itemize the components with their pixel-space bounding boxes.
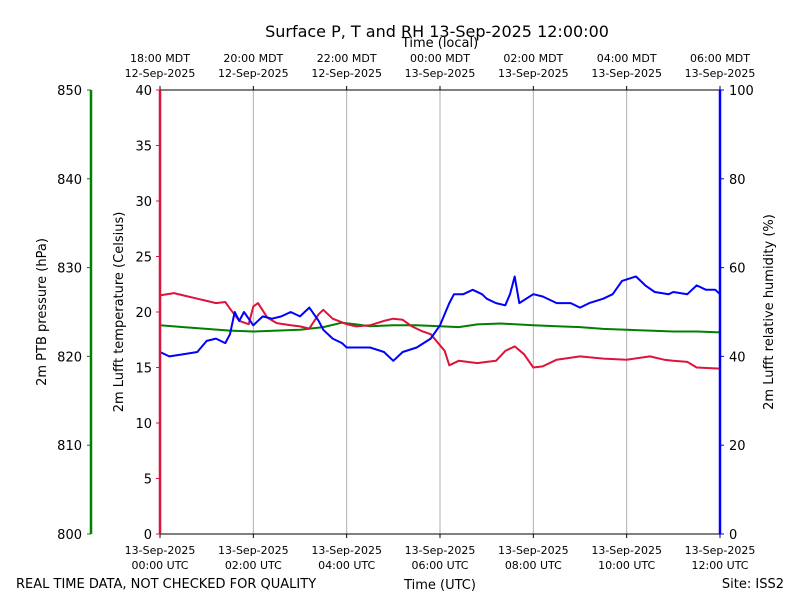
bottom-tick-label: 13-Sep-2025 <box>405 544 476 557</box>
humidity-tick-label: 40 <box>729 350 746 365</box>
pressure-tick-label: 840 <box>57 173 82 188</box>
series-layer <box>159 275 721 370</box>
temperature-tick-label: 15 <box>135 362 152 377</box>
temperature-tick-label: 10 <box>135 417 152 432</box>
pressure-series-line <box>159 321 721 334</box>
top-tick-label: 13-Sep-2025 <box>685 67 756 80</box>
top-tick-label: 18:00 MDT <box>130 52 190 65</box>
humidity-axis-label: 2m Lufft relative humidity (%) <box>762 214 777 410</box>
pressure-tick-label: 810 <box>57 439 82 454</box>
site-label: Site: ISS2 <box>722 577 784 592</box>
bottom-tick-label: 08:00 UTC <box>505 559 562 572</box>
bottom-axis-label: Time (UTC) <box>403 578 476 593</box>
top-tick-label: 12-Sep-2025 <box>311 67 382 80</box>
top-tick-label: 12-Sep-2025 <box>218 67 289 80</box>
pressure-tick-label: 820 <box>57 350 82 365</box>
temperature-series-line <box>159 292 721 370</box>
temperature-tick-label: 5 <box>144 473 152 488</box>
bottom-tick-label: 13-Sep-2025 <box>311 544 382 557</box>
temperature-tick-label: 35 <box>135 140 152 155</box>
humidity-tick-label: 100 <box>729 84 754 99</box>
top-axis-label: Time (local) <box>401 36 478 51</box>
pressure-axis-label: 2m PTB pressure (hPa) <box>35 238 50 386</box>
temperature-axis-label: 2m Lufft temperature (Celsius) <box>112 212 127 413</box>
bottom-tick-label: 13-Sep-2025 <box>591 544 662 557</box>
bottom-tick-label: 13-Sep-2025 <box>685 544 756 557</box>
bottom-tick-label: 13-Sep-2025 <box>125 544 196 557</box>
top-tick-label: 22:00 MDT <box>317 52 377 65</box>
temperature-tick-label: 20 <box>135 306 152 321</box>
quality-disclaimer: REAL TIME DATA, NOT CHECKED FOR QUALITY <box>16 577 316 592</box>
top-tick-label: 13-Sep-2025 <box>405 67 476 80</box>
top-tick-label: 13-Sep-2025 <box>498 67 569 80</box>
bottom-tick-label: 00:00 UTC <box>131 559 188 572</box>
pressure-tick-label: 850 <box>57 84 82 99</box>
top-tick-label: 13-Sep-2025 <box>591 67 662 80</box>
bottom-tick-label: 02:00 UTC <box>225 559 282 572</box>
bottom-tick-label: 06:00 UTC <box>411 559 468 572</box>
humidity-tick-label: 80 <box>729 173 746 188</box>
humidity-tick-label: 60 <box>729 262 746 277</box>
temperature-tick-label: 0 <box>144 528 152 543</box>
bottom-tick-label: 10:00 UTC <box>598 559 655 572</box>
chart-title: Surface P, T and RH 13-Sep-2025 12:00:00 <box>265 22 609 41</box>
top-tick-label: 12-Sep-2025 <box>125 67 196 80</box>
pressure-tick-label: 800 <box>57 528 82 543</box>
temperature-tick-label: 40 <box>135 84 152 99</box>
humidity-tick-label: 20 <box>729 439 746 454</box>
humidity-tick-label: 0 <box>729 528 737 543</box>
top-tick-label: 04:00 MDT <box>597 52 657 65</box>
vertical-gridlines <box>252 90 628 534</box>
temperature-tick-label: 25 <box>135 251 152 266</box>
humidity-series-line <box>159 275 721 362</box>
bottom-tick-label: 13-Sep-2025 <box>498 544 569 557</box>
bottom-tick-label: 12:00 UTC <box>691 559 748 572</box>
temperature-tick-label: 30 <box>135 195 152 210</box>
top-tick-label: 00:00 MDT <box>410 52 470 65</box>
bottom-tick-label: 04:00 UTC <box>318 559 375 572</box>
pressure-tick-label: 830 <box>57 262 82 277</box>
top-tick-label: 06:00 MDT <box>690 52 750 65</box>
top-tick-label: 20:00 MDT <box>223 52 283 65</box>
bottom-tick-label: 13-Sep-2025 <box>218 544 289 557</box>
top-tick-label: 02:00 MDT <box>503 52 563 65</box>
axes-layer: 13-Sep-2025 00:00 UTC 13-Sep-2025 02:00 UTC… <box>35 52 777 572</box>
